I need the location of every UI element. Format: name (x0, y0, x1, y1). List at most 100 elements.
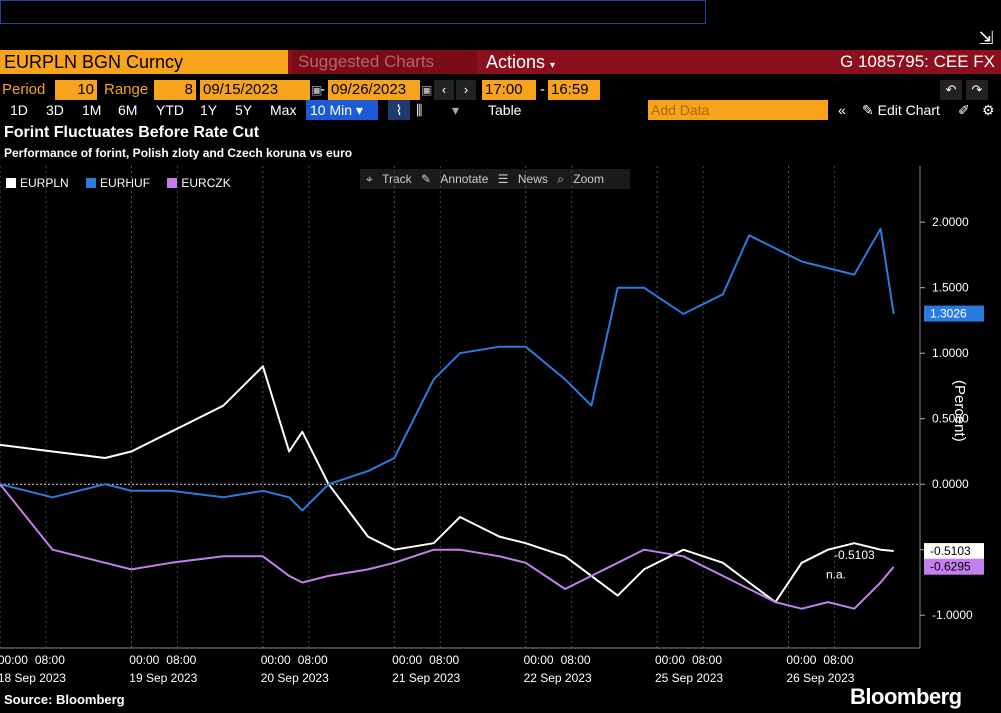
range-1m[interactable]: 1M (82, 102, 102, 118)
x-tick-label: 08:00 (429, 653, 459, 667)
prev-range-button[interactable]: ‹ (434, 80, 454, 100)
legend-label: EURCZK (181, 176, 231, 190)
x-day-label: 19 Sep 2023 (129, 671, 197, 685)
edit-chart-label: Edit Chart (877, 102, 940, 118)
x-tick-label: 00:00 (129, 653, 159, 667)
pop-out-icon[interactable]: ⇲ (978, 28, 994, 48)
chevron-down-icon: ▾ (550, 60, 556, 71)
range-1y[interactable]: 1Y (200, 102, 218, 118)
chart-title: Forint Fluctuates Before Rate Cut (4, 124, 260, 141)
command-line-input[interactable] (0, 0, 706, 24)
annotate-label: Annotate (440, 172, 489, 186)
y-tick-label: 2.0000 (932, 215, 969, 229)
chart-subtitle: Performance of forint, Polish zloty and … (4, 146, 353, 160)
range-input[interactable]: 8 (154, 80, 196, 100)
y-axis-label: (Percent) (951, 380, 968, 442)
end-time-input[interactable]: 16:59 (548, 80, 600, 100)
legend: EURPLN EURHUF EURCZK (6, 176, 245, 191)
chart-type-dropdown-icon[interactable]: ▾ (452, 102, 460, 118)
series-line-eurczk (0, 483, 895, 610)
add-data-placeholder: Add Data (651, 102, 710, 118)
source-note: Source: Bloomberg (4, 692, 125, 707)
table-button[interactable]: Table (488, 102, 522, 118)
series-line-eurhuf (0, 227, 895, 512)
undo-icon[interactable]: ↶ (940, 80, 962, 100)
x-tick-label: 00:00 (261, 653, 291, 667)
x-tick-label: 08:00 (166, 653, 196, 667)
ticker-field[interactable]: EURPLN BGN Curncy (0, 50, 288, 74)
calendar-icon[interactable]: ▣ (311, 83, 323, 97)
end-date-input[interactable]: 09/26/2023 (328, 80, 420, 100)
suggested-charts-button[interactable]: Suggested Charts (292, 50, 477, 74)
x-tick-label: 00:00 (392, 653, 422, 667)
range-max[interactable]: Max (270, 102, 297, 118)
gear-icon[interactable]: ⚙ (982, 102, 995, 118)
legend-swatch (6, 178, 16, 188)
edit-chart-button[interactable]: ✎ Edit Chart (862, 102, 940, 118)
start-time-input[interactable]: 17:00 (482, 80, 536, 100)
range-1d[interactable]: 1D (10, 102, 28, 118)
x-tick-label: 08:00 (692, 653, 722, 667)
legend-label: EURPLN (20, 176, 69, 190)
last-value-badge (924, 543, 984, 560)
legend-swatch (86, 178, 97, 188)
range-10min[interactable]: 10 Min ▾ (306, 100, 378, 120)
track-label: Track (382, 172, 412, 186)
chart-toolbar: ⌖ Track ✎ Annotate ☰ News ⌕ Zoom (360, 169, 630, 189)
line-chart-icon[interactable]: ⌇ (388, 100, 410, 120)
edit-icon[interactable]: ✐ (958, 102, 970, 118)
x-tick-label: 00:00 (786, 653, 816, 667)
x-day-label: 26 Sep 2023 (786, 671, 854, 685)
inline-value-label: n.a. (826, 568, 846, 582)
suggested-charts-label: Suggested Charts (298, 52, 435, 71)
period-label: Period (2, 81, 46, 98)
collapse-icon[interactable]: « (838, 102, 846, 118)
range-10min-label: 10 Min (310, 102, 353, 118)
last-value-badge (924, 558, 984, 575)
y-tick-label: 1.5000 (932, 281, 969, 295)
legend-swatch (167, 178, 178, 188)
range-ytd[interactable]: YTD (156, 102, 184, 118)
x-day-label: 18 Sep 2023 (0, 671, 66, 685)
time-dash: - (540, 81, 545, 98)
actions-menu-button[interactable]: Actions ▾ (480, 50, 592, 74)
series-line-eurpln (0, 365, 894, 604)
zoom-button[interactable]: ⌕ Zoom (557, 172, 604, 186)
calendar-icon[interactable]: ▣ (421, 83, 433, 97)
x-tick-label: 08:00 (823, 653, 853, 667)
add-data-input[interactable]: Add Data (648, 100, 828, 120)
last-value-label: 1.3026 (930, 307, 967, 321)
x-day-label: 25 Sep 2023 (655, 671, 723, 685)
x-day-label: 21 Sep 2023 (392, 671, 460, 685)
y-tick-label: 1.0000 (932, 346, 969, 360)
legend-item-eurhuf[interactable]: EURHUF (86, 176, 150, 190)
next-range-button[interactable]: › (456, 80, 476, 100)
range-5y[interactable]: 5Y (235, 102, 253, 118)
x-tick-label: 00:00 (524, 653, 554, 667)
range-3d[interactable]: 3D (46, 102, 64, 118)
redo-icon[interactable]: ↷ (966, 80, 988, 100)
bloomberg-logo: Bloomberg (850, 684, 962, 709)
legend-label: EURHUF (100, 176, 151, 190)
legend-item-eurpln[interactable]: EURPLN (6, 176, 69, 190)
last-value-label: -0.6295 (930, 560, 971, 574)
date-dash: - (320, 81, 325, 98)
range-6m[interactable]: 6M (118, 102, 138, 118)
start-date-input[interactable]: 09/15/2023 (200, 80, 310, 100)
group-label: G 1085795: CEE FX (840, 52, 995, 71)
legend-item-eurczk[interactable]: EURCZK (167, 176, 231, 190)
last-value-label: -0.5103 (930, 544, 971, 558)
inline-value-label: -0.5103 (834, 548, 875, 562)
last-value-badge (924, 305, 984, 322)
period-input[interactable]: 10 (55, 80, 97, 100)
track-button[interactable]: ⌖ Track (366, 172, 412, 186)
range-label: Range (104, 81, 149, 98)
x-day-label: 22 Sep 2023 (524, 671, 592, 685)
annotate-button[interactable]: ✎ Annotate (421, 172, 489, 186)
zoom-label: Zoom (573, 172, 604, 186)
actions-label: Actions (486, 52, 546, 72)
y-tick-label: -1.0000 (932, 608, 973, 622)
bar-chart-icon[interactable]: ⫼ (416, 102, 423, 118)
x-tick-label: 00:00 (0, 653, 28, 667)
